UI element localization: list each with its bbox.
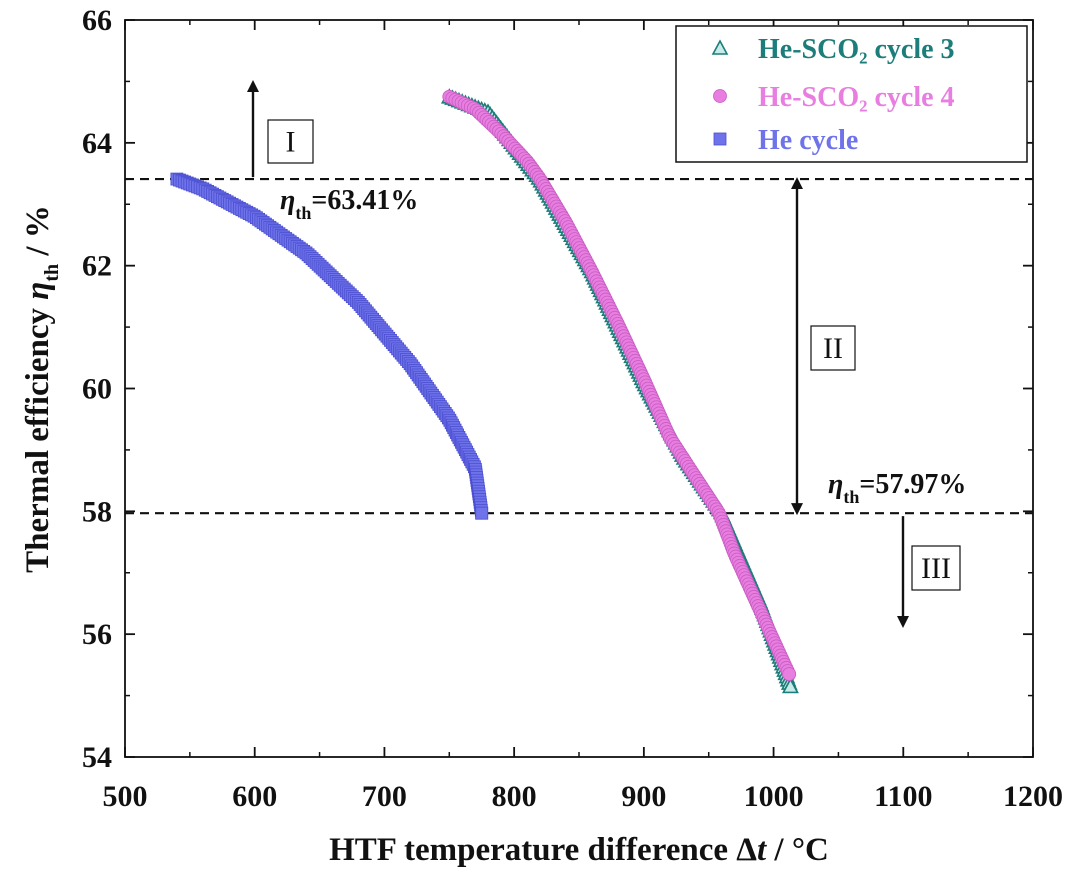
legend-marker xyxy=(711,39,729,55)
legend-entry-cycle3: He-SCO₂ cycle 3 xyxy=(711,34,955,65)
x-tick-label: 800 xyxy=(492,780,537,813)
svg-text:I: I xyxy=(286,126,296,159)
data-point-circle xyxy=(782,667,797,681)
x-axis-title: HTF temperature difference Δt / °C xyxy=(329,832,829,868)
x-tick-label: 600 xyxy=(232,780,277,813)
x-tick-label: 500 xyxy=(103,780,148,813)
y-tick-label: 64 xyxy=(82,127,112,160)
svg-text:III: III xyxy=(921,552,951,585)
x-tick-label: 700 xyxy=(362,780,407,813)
data-point-triangle xyxy=(782,677,799,694)
reference-line-label: ηth=57.97% xyxy=(828,469,966,507)
legend-box xyxy=(675,25,1028,163)
reference-lines: ηth=63.41% ηth=57.97% xyxy=(125,177,1033,515)
reference-line-label: ηth=63.41% xyxy=(280,185,418,223)
y-tick-label: 54 xyxy=(82,741,112,774)
y-tick-label: 60 xyxy=(82,373,112,406)
series-circle xyxy=(442,89,797,681)
legend-label: He-SCO₂ cycle 4 xyxy=(758,82,955,113)
legend-marker xyxy=(713,89,727,103)
legend-label: He-SCO₂ cycle 3 xyxy=(758,34,955,65)
y-tick-label: 58 xyxy=(82,495,112,528)
region-II-label: II xyxy=(810,325,856,371)
data-series xyxy=(170,88,799,694)
data-point-square xyxy=(475,506,489,520)
legend-marker xyxy=(713,132,727,146)
region-I-label: I xyxy=(267,119,314,164)
y-axis-title: Thermal efficiency ηth / % xyxy=(20,205,63,573)
svg-text:II: II xyxy=(823,332,843,365)
x-axis: 500 600 700 800 900 1000 1100 1200 xyxy=(103,20,1063,813)
y-tick-label: 62 xyxy=(82,250,112,283)
legend-entry-cycle4: He-SCO₂ cycle 4 xyxy=(713,82,955,113)
y-tick-label: 56 xyxy=(82,618,112,651)
region-III-label: III xyxy=(911,545,961,591)
legend: He-SCO₂ cycle 3 He-SCO₂ cycle 4 He cycle xyxy=(675,25,1028,163)
y-tick-label: 66 xyxy=(82,4,112,37)
x-tick-label: 900 xyxy=(621,780,666,813)
legend-entry-he: He cycle xyxy=(713,125,858,156)
x-tick-label: 1200 xyxy=(1003,780,1063,813)
series-square xyxy=(170,172,489,520)
x-tick-label: 1000 xyxy=(744,780,804,813)
y-axis: 54 56 58 60 62 64 66 xyxy=(82,4,1033,774)
legend-label: He cycle xyxy=(758,125,858,156)
x-tick-label: 1100 xyxy=(874,780,932,813)
